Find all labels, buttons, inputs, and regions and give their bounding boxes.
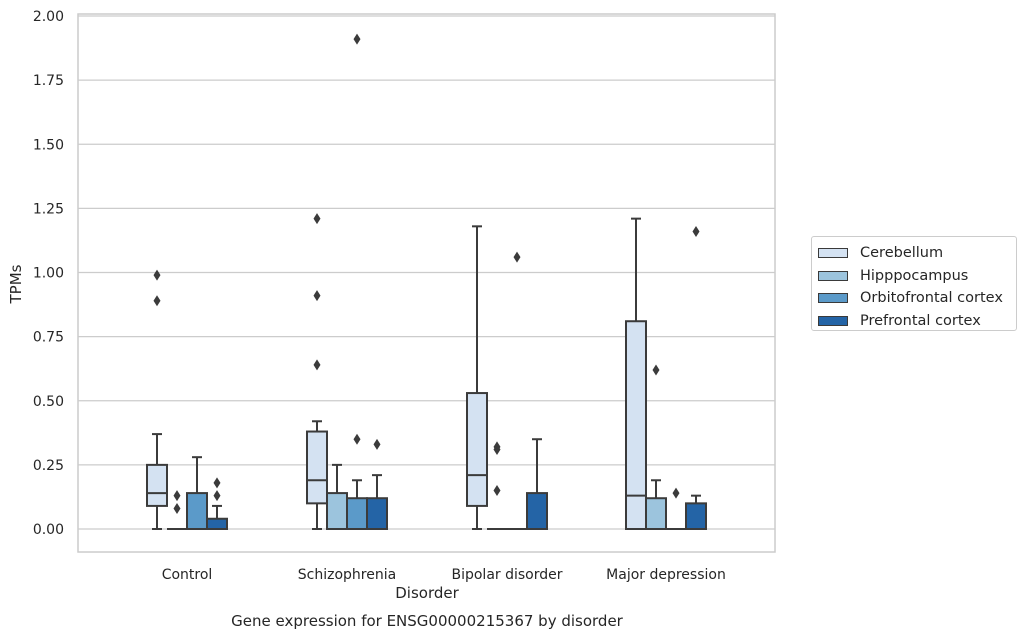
outlier-point bbox=[353, 33, 361, 45]
y-tick-label: 1.00 bbox=[33, 266, 64, 282]
box-body bbox=[685, 502, 707, 531]
box-1-0 bbox=[167, 490, 187, 530]
box-body bbox=[645, 497, 667, 531]
legend-item-prefrontal-cortex: Prefrontal cortex bbox=[818, 310, 1016, 333]
legend-swatch-cerebellum bbox=[818, 248, 848, 259]
legend-label-cerebellum: Cerebellum bbox=[860, 245, 944, 262]
box-body bbox=[466, 392, 488, 507]
box-2-1 bbox=[346, 33, 368, 531]
legend: Cerebellum Hipppocampus Orbitofrontal co… bbox=[811, 236, 1017, 331]
legend-label-hippocampus: Hipppocampus bbox=[860, 267, 969, 284]
legend-item-orbitofrontal-cortex: Orbitofrontal cortex bbox=[818, 287, 1016, 310]
y-tick-label: 0.50 bbox=[33, 394, 64, 410]
y-tick-label: 1.50 bbox=[33, 137, 64, 153]
box-3-2 bbox=[526, 438, 548, 530]
box-2-2 bbox=[507, 251, 527, 530]
box-body bbox=[146, 463, 168, 507]
legend-swatch-orbitofrontal-cortex bbox=[818, 293, 848, 304]
outlier-point bbox=[672, 487, 680, 499]
outlier-point bbox=[153, 295, 161, 307]
box-3-1 bbox=[366, 438, 388, 531]
box-3-0 bbox=[206, 477, 228, 530]
box-body bbox=[306, 430, 328, 505]
outlier-point bbox=[173, 490, 181, 502]
x-tick-label: Major depression bbox=[606, 567, 726, 583]
box-2-3 bbox=[666, 487, 686, 530]
outlier-point bbox=[652, 364, 660, 376]
box-groups bbox=[146, 33, 707, 531]
outlier-point bbox=[173, 502, 181, 514]
plot-frame bbox=[77, 13, 776, 553]
y-tick-labels: 0.00 0.25 0.50 0.75 1.00 1.25 1.50 1.75 2.00 bbox=[33, 9, 64, 538]
outlier-point bbox=[153, 269, 161, 281]
legend-label-orbitofrontal-cortex: Orbitofrontal cortex bbox=[860, 290, 1003, 307]
outlier-point bbox=[313, 359, 321, 371]
legend-label-prefrontal-cortex: Prefrontal cortex bbox=[860, 312, 981, 329]
box-1-3 bbox=[645, 364, 667, 531]
y-tick-label: 0.00 bbox=[33, 522, 64, 538]
y-tick-label: 2.00 bbox=[33, 9, 64, 25]
y-tick-label: 0.75 bbox=[33, 330, 64, 346]
x-tick-label: Schizophrenia bbox=[298, 567, 396, 583]
x-tick-label: Bipolar disorder bbox=[451, 567, 562, 583]
box-body bbox=[206, 517, 228, 530]
outlier-point bbox=[493, 485, 501, 497]
box-3-3 bbox=[685, 225, 707, 531]
box-0-3 bbox=[625, 217, 647, 530]
chart-title: Gene expression for ENSG00000215367 by d… bbox=[231, 612, 624, 630]
box-1-2 bbox=[487, 441, 507, 530]
x-axis-label: Disorder bbox=[395, 584, 459, 602]
legend-swatch-prefrontal-cortex bbox=[818, 315, 848, 326]
box-body bbox=[625, 320, 647, 530]
outlier-point bbox=[213, 490, 221, 502]
legend-item-hippocampus: Hipppocampus bbox=[818, 265, 1016, 288]
outlier-point bbox=[692, 225, 700, 237]
y-axis-label: TPMs bbox=[7, 264, 25, 304]
box-body bbox=[346, 497, 368, 531]
y-tick-label: 0.25 bbox=[33, 458, 64, 474]
outlier-point bbox=[313, 213, 321, 225]
box-1-1 bbox=[326, 463, 348, 530]
box-2-0 bbox=[186, 456, 208, 530]
box-body bbox=[186, 492, 208, 530]
outlier-point bbox=[213, 477, 221, 489]
outlier-point bbox=[493, 441, 501, 453]
box-0-1 bbox=[306, 213, 328, 530]
box-body bbox=[526, 492, 548, 530]
legend-swatch-hippocampus bbox=[818, 270, 848, 281]
outlier-point bbox=[313, 290, 321, 302]
box-body bbox=[326, 492, 348, 530]
y-tick-label: 1.25 bbox=[33, 201, 64, 217]
outlier-point bbox=[513, 251, 521, 263]
grid-lines bbox=[78, 15, 775, 530]
x-tick-labels: Control Schizophrenia Bipolar disorder Majo… bbox=[162, 567, 726, 583]
y-tick-label: 1.75 bbox=[33, 73, 64, 89]
legend-item-cerebellum: Cerebellum bbox=[818, 242, 1016, 265]
outlier-point bbox=[373, 438, 381, 450]
box-body bbox=[366, 497, 388, 531]
box-0-2 bbox=[466, 225, 488, 530]
box-0-0 bbox=[146, 269, 168, 530]
x-tick-label: Control bbox=[162, 567, 213, 583]
outlier-point bbox=[353, 433, 361, 445]
